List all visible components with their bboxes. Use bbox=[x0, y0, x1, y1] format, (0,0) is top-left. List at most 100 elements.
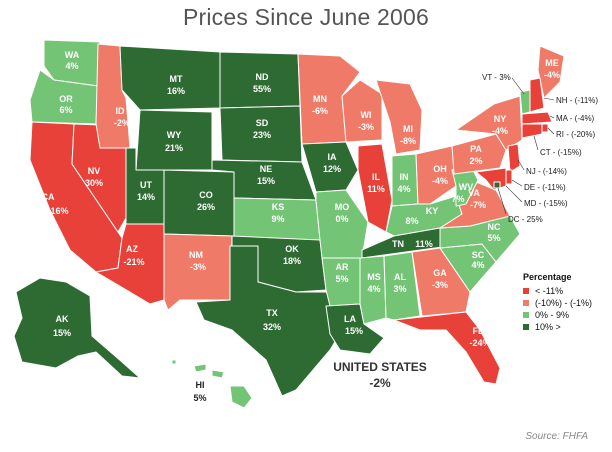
value-TN: 11% bbox=[415, 239, 433, 249]
value-OH: -4% bbox=[432, 176, 448, 186]
value-KY: 8% bbox=[405, 216, 418, 226]
state-MS[interactable] bbox=[359, 255, 387, 325]
label-AK: AK bbox=[56, 314, 69, 324]
value-OR: 6% bbox=[59, 105, 72, 115]
state-DE[interactable] bbox=[505, 169, 513, 185]
value-IL: 11% bbox=[367, 184, 385, 194]
state-PA[interactable] bbox=[451, 133, 507, 175]
value-MT: 16% bbox=[167, 86, 185, 96]
value-ND: 55% bbox=[253, 84, 271, 94]
state-DC[interactable] bbox=[493, 181, 501, 189]
value-AK: 15% bbox=[53, 328, 71, 338]
label-MI: MI bbox=[403, 124, 413, 134]
label-WI: WI bbox=[361, 110, 372, 120]
callout-RI: RI - (-20%) bbox=[556, 130, 595, 139]
label-WY: WY bbox=[167, 130, 182, 140]
legend-swatch bbox=[523, 324, 529, 330]
state-MO[interactable] bbox=[315, 189, 369, 259]
map-title: Prices Since June 2006 bbox=[182, 4, 430, 30]
state-NJ[interactable] bbox=[507, 143, 521, 173]
state-HI-4[interactable] bbox=[229, 385, 253, 409]
label-OH: OH bbox=[433, 164, 447, 174]
value-WV: 7% bbox=[451, 194, 464, 204]
value-FL: -24% bbox=[469, 338, 490, 348]
state-HI-1[interactable] bbox=[171, 359, 177, 365]
value-UT: 14% bbox=[137, 192, 155, 202]
label-ID: ID bbox=[116, 106, 126, 116]
state-MI[interactable] bbox=[375, 79, 423, 155]
label-PA: PA bbox=[470, 144, 482, 154]
label-IN: IN bbox=[400, 172, 409, 182]
us-value: -2% bbox=[369, 376, 391, 390]
state-VA[interactable] bbox=[439, 181, 511, 229]
value-MN: -6% bbox=[312, 106, 328, 116]
value-NY: -4% bbox=[492, 126, 508, 136]
state-ME[interactable] bbox=[537, 45, 565, 99]
callout-NH: NH - (-11%) bbox=[556, 96, 598, 105]
value-NM: -3% bbox=[190, 262, 206, 272]
state-AL[interactable] bbox=[383, 251, 421, 321]
value-AZ: -21% bbox=[123, 257, 144, 267]
source-note: Source: FHFA bbox=[525, 431, 588, 442]
value-ME: -4% bbox=[544, 70, 560, 80]
label-WA: WA bbox=[65, 50, 80, 60]
value-CO: 26% bbox=[197, 202, 215, 212]
state-MT[interactable] bbox=[119, 45, 221, 111]
label-FL: FL bbox=[473, 326, 484, 336]
label-MT: MT bbox=[170, 74, 183, 84]
legend-item: 0% - 9% bbox=[523, 309, 592, 321]
state-RI[interactable] bbox=[541, 123, 549, 133]
state-MA[interactable] bbox=[521, 111, 553, 125]
callout-DE: DE - (-11%) bbox=[524, 183, 566, 192]
label-IL: IL bbox=[372, 172, 381, 182]
value-NV: 30% bbox=[85, 178, 103, 188]
label-ND: ND bbox=[256, 72, 269, 82]
value-MI: -8% bbox=[400, 136, 416, 146]
value-WY: 21% bbox=[165, 143, 183, 153]
label-SD: SD bbox=[256, 118, 269, 128]
legend-label: 0% - 9% bbox=[535, 310, 570, 320]
value-LA: 15% bbox=[345, 326, 363, 336]
state-IA[interactable] bbox=[301, 141, 359, 193]
label-MN: MN bbox=[313, 94, 327, 104]
state-CT[interactable] bbox=[521, 123, 543, 139]
state-WY[interactable] bbox=[135, 109, 213, 171]
state-VT[interactable] bbox=[519, 89, 531, 115]
state-NM[interactable] bbox=[163, 233, 233, 311]
callout-DC: DC - 25% bbox=[508, 215, 543, 224]
callout-VT: VT - 3% bbox=[482, 73, 511, 82]
value-IN: 4% bbox=[397, 184, 410, 194]
us-label: UNITED STATES bbox=[333, 360, 427, 374]
label-WV: WV bbox=[459, 182, 474, 192]
legend-swatch bbox=[523, 300, 529, 306]
label-NY: NY bbox=[494, 114, 507, 124]
state-WI[interactable] bbox=[341, 79, 383, 143]
label-AZ: AZ bbox=[126, 244, 138, 254]
legend-title: Percentage bbox=[523, 272, 572, 282]
label-ME: ME bbox=[545, 58, 559, 68]
value-GA: -3% bbox=[432, 280, 448, 290]
legend-swatch bbox=[523, 288, 529, 294]
label-HI: HI bbox=[196, 380, 205, 390]
label-AR: AR bbox=[336, 262, 349, 272]
state-NY[interactable] bbox=[455, 95, 523, 151]
label-SC: SC bbox=[472, 250, 485, 260]
value-SD: 23% bbox=[253, 130, 271, 140]
state-FL[interactable] bbox=[393, 311, 501, 385]
state-NH[interactable] bbox=[529, 77, 545, 113]
value-VA: -7% bbox=[470, 200, 486, 210]
state-AK[interactable] bbox=[13, 277, 141, 379]
state-GA[interactable] bbox=[411, 247, 471, 317]
value-OK: 18% bbox=[283, 256, 301, 266]
state-HI-2[interactable] bbox=[193, 363, 207, 373]
state-TX[interactable] bbox=[195, 245, 343, 397]
legend-item: 10% > bbox=[523, 321, 592, 333]
callout-MD: MD - (-15%) bbox=[524, 199, 568, 208]
label-OK: OK bbox=[285, 244, 299, 254]
state-HI-3[interactable] bbox=[211, 369, 225, 379]
label-AL: AL bbox=[394, 272, 406, 282]
callout-CT: CT - (-15%) bbox=[540, 148, 582, 157]
state-OH[interactable] bbox=[415, 145, 457, 205]
label-NC: NC bbox=[488, 222, 501, 232]
label-MS: MS bbox=[367, 272, 381, 282]
